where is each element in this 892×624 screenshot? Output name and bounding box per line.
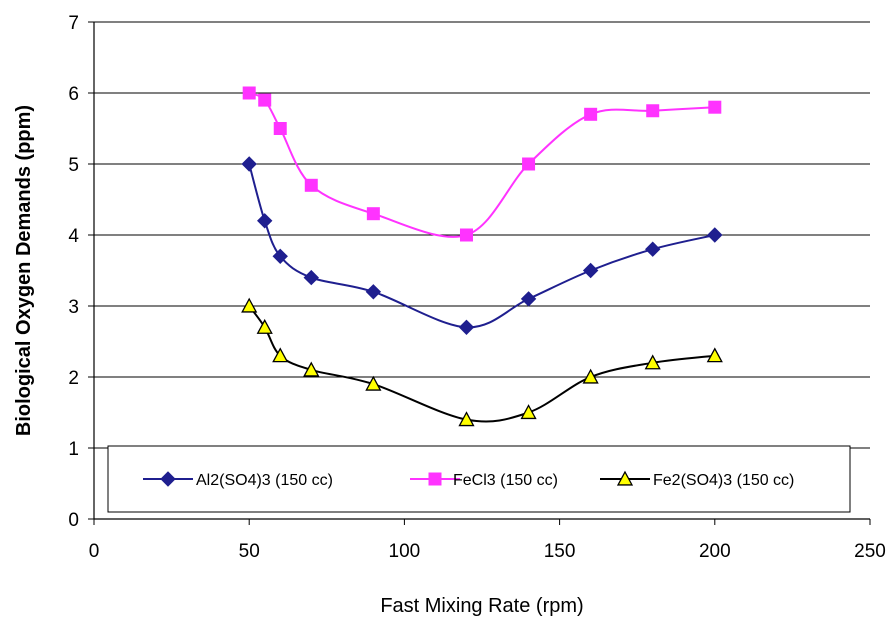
- data-point: [522, 157, 536, 171]
- legend-label: Al2(SO4)3 (150 cc): [196, 472, 333, 489]
- series-2: [242, 86, 722, 242]
- y-tick-label: 6: [68, 84, 79, 105]
- data-point: [241, 297, 258, 313]
- y-tick-label: 3: [68, 297, 79, 318]
- x-tick-label: 250: [854, 541, 886, 562]
- legend-marker: [616, 470, 634, 486]
- y-tick-label: 0: [68, 510, 79, 531]
- series-lines: [241, 86, 723, 427]
- x-tick-label: 200: [699, 541, 731, 562]
- data-point: [241, 156, 257, 172]
- legend-label: FeCl3 (150 cc): [453, 472, 558, 489]
- x-tick-label: 100: [389, 541, 421, 562]
- series-line: [248, 163, 716, 329]
- y-tick-label: 5: [68, 155, 79, 176]
- y-tick-label: 1: [68, 439, 79, 460]
- data-point: [708, 100, 722, 114]
- data-point: [459, 228, 473, 242]
- data-point: [706, 347, 723, 363]
- data-point: [365, 284, 382, 300]
- legend-label: Fe2(SO4)3 (150 cc): [653, 472, 794, 489]
- data-point: [303, 269, 319, 286]
- data-point: [582, 368, 599, 384]
- data-point: [458, 411, 475, 427]
- data-point: [257, 213, 273, 229]
- x-tick-label: 150: [544, 541, 576, 562]
- data-point: [584, 107, 598, 121]
- series-3: [241, 297, 723, 427]
- y-axis-title: Biological Oxygen Demands (ppm): [13, 105, 35, 436]
- data-point: [256, 318, 273, 334]
- data-point: [272, 347, 289, 363]
- legend-entry-3: Fe2(SO4)3 (150 cc): [600, 470, 794, 489]
- data-point: [645, 241, 661, 257]
- data-point: [646, 104, 660, 118]
- data-point: [273, 122, 287, 135]
- y-tick-label: 2: [68, 368, 79, 389]
- series-1: [241, 156, 723, 336]
- legend-marker: [160, 471, 176, 487]
- data-point: [366, 207, 380, 221]
- data-point: [242, 86, 256, 100]
- data-point: [644, 354, 661, 370]
- y-tick-label: 4: [68, 226, 79, 247]
- data-point: [258, 93, 272, 107]
- axes: [88, 21, 871, 525]
- data-point: [272, 248, 288, 265]
- data-point: [304, 178, 318, 192]
- legend-entry-2: FeCl3 (150 cc): [410, 472, 558, 489]
- data-point: [707, 227, 723, 243]
- data-point: [582, 262, 599, 279]
- data-point: [365, 375, 382, 391]
- x-tick-label: 0: [89, 541, 100, 562]
- y-tick-label: 7: [68, 13, 79, 34]
- data-point: [303, 361, 320, 377]
- legend-marker: [428, 472, 442, 486]
- legend: Al2(SO4)3 (150 cc) FeCl3 (150 cc) Fe2(SO4)…: [107, 445, 851, 513]
- x-tick-label: 50: [239, 541, 260, 562]
- data-point: [520, 404, 537, 420]
- gridlines: [94, 21, 870, 449]
- data-point: [458, 319, 475, 336]
- legend-box: [107, 445, 851, 513]
- legend-entry-1: Al2(SO4)3 (150 cc): [143, 471, 333, 489]
- x-axis-title: Fast Mixing Rate (rpm): [380, 595, 583, 617]
- data-point: [520, 291, 537, 307]
- tick-labels: 0 1 2 3 4 5 6 7 0 50 100 150 200 250: [68, 13, 885, 562]
- series-line: [248, 92, 715, 238]
- series-line: [248, 305, 715, 423]
